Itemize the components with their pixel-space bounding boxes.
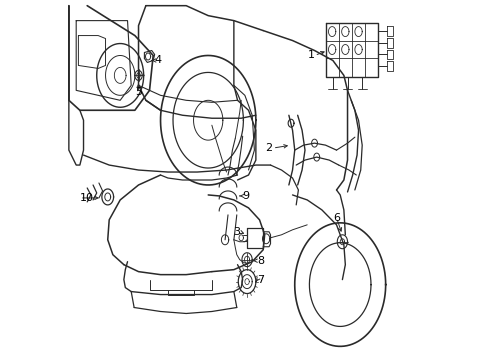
Text: 6: 6 [332, 213, 339, 223]
Text: 2: 2 [265, 143, 272, 153]
Text: 8: 8 [257, 256, 264, 266]
Text: 10: 10 [80, 193, 94, 203]
Text: 1: 1 [307, 50, 314, 60]
Text: 3: 3 [232, 227, 239, 237]
Text: 4: 4 [154, 55, 162, 66]
Text: 9: 9 [242, 191, 249, 201]
Text: 5: 5 [135, 87, 142, 97]
Text: 7: 7 [257, 275, 264, 285]
